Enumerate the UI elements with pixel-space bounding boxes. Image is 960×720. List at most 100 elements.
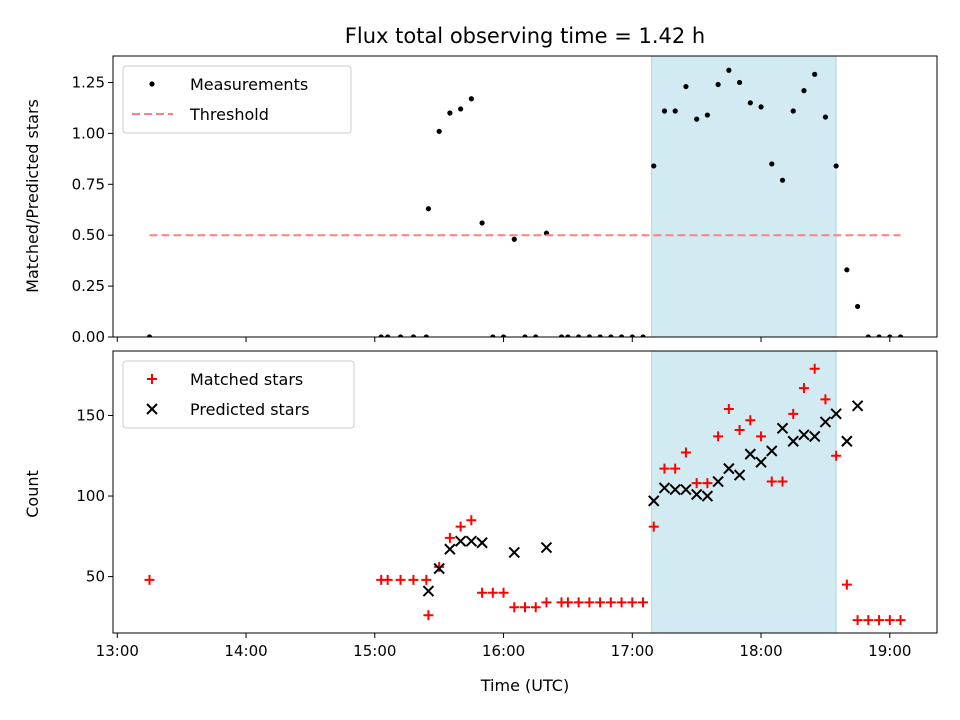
legend-label: Predicted stars (190, 400, 310, 419)
predicted-stars-point (755, 456, 767, 468)
measurement-point (790, 108, 796, 114)
measurement-point (897, 334, 904, 337)
matched-stars-point (530, 602, 541, 613)
measurement-point (425, 206, 432, 212)
matched-stars-point (455, 521, 466, 532)
figure-title: Flux total observing time = 1.42 h (345, 24, 705, 48)
measurement-point (146, 334, 153, 337)
matched-stars-point (884, 615, 895, 626)
predicted-stars-point (787, 435, 799, 447)
measurement-point (661, 108, 668, 114)
bottom-highlight-span (651, 350, 837, 634)
bottom-axes-frame (112, 350, 938, 634)
measurement-point (458, 106, 464, 112)
bottom-y-tick-label: 150 (76, 406, 105, 424)
predicted-stars-point (819, 416, 832, 428)
matched-stars-point (756, 431, 767, 442)
matched-stars-point (659, 463, 670, 474)
measurement-point (769, 161, 775, 167)
x-tick-label: 14:00 (224, 642, 267, 660)
matched-stars-point (573, 597, 584, 608)
matched-stars-point (382, 574, 393, 585)
matched-stars-point (895, 615, 906, 626)
bottom-y-axis-label: Count (23, 470, 42, 518)
matched-stars-point (616, 597, 627, 608)
predicted-stars-point (690, 488, 703, 501)
predicted-stars-point (841, 435, 853, 447)
matched-stars-point (863, 615, 874, 626)
top-highlight-span (651, 55, 837, 338)
measurement-point (468, 96, 474, 102)
predicted-stars-point (465, 535, 478, 547)
matched-stars-point (670, 463, 681, 474)
predicted-stars-point (723, 462, 735, 475)
matched-stars-point (562, 597, 573, 608)
measurement-point (565, 334, 571, 337)
predicted-stars-point (776, 422, 789, 435)
measurement-point (694, 116, 700, 122)
predicted-stars-point (508, 546, 520, 559)
measurement-point (758, 104, 764, 110)
measurement-point (436, 128, 442, 134)
top-data-layer (146, 67, 904, 337)
measurement-point (876, 334, 882, 337)
measurement-point (822, 114, 829, 120)
measurement-point (640, 334, 646, 337)
matched-stars-point (852, 615, 863, 626)
matched-stars-point (745, 415, 756, 426)
x-tick-label: 18:00 (739, 642, 782, 660)
measurement-point (558, 334, 565, 337)
top-y-tick-label: 0.25 (72, 277, 105, 295)
measurement-point (533, 334, 539, 337)
predicted-stars-point (701, 490, 714, 502)
matched-stars-point (584, 597, 595, 608)
predicted-stars-point (658, 482, 671, 494)
matched-stars-point (680, 447, 691, 458)
measurement-point (833, 163, 839, 169)
predicted-stars-point (669, 483, 681, 496)
matched-stars-point (648, 521, 659, 532)
bottom-panel-counts: Count 50 100 150 13:00 14:00 15:00 16:00 17:00 1… (23, 350, 938, 660)
matched-stars-point (144, 574, 155, 585)
x-axis-label: Time (UTC) (480, 676, 569, 695)
matched-stars-point (713, 431, 724, 442)
legend-matched-marker (147, 374, 157, 384)
top-axes-frame (112, 55, 938, 338)
predicted-stars-point (648, 495, 660, 507)
matched-stars-point (734, 424, 745, 435)
matched-stars-point (605, 597, 616, 608)
bottom-y-tick-label: 50 (86, 568, 105, 586)
matched-stars-point (809, 363, 820, 374)
matched-stars-point (520, 602, 530, 613)
matched-stars-point (766, 476, 777, 487)
measurement-point (618, 334, 625, 337)
top-legend (122, 65, 352, 134)
measurement-point (747, 100, 753, 106)
bottom-legend (122, 360, 355, 429)
measurement-point (511, 236, 517, 242)
measurement-point (651, 163, 657, 169)
measurement-point (715, 81, 721, 88)
matched-stars-point (395, 574, 406, 585)
predicted-stars-point (433, 562, 445, 575)
legend-label: Threshold (189, 105, 269, 124)
matched-stars-point (487, 587, 498, 598)
matched-stars-point (638, 597, 649, 608)
matched-stars-point (820, 394, 831, 405)
measurement-point (844, 267, 850, 273)
predicted-stars-point (766, 445, 778, 457)
matched-stars-point (595, 597, 606, 608)
measurement-point (812, 71, 818, 77)
matched-stars-point (509, 602, 520, 613)
measurement-point (479, 220, 485, 226)
predicted-stars-point (540, 541, 553, 554)
measurement-point (801, 88, 807, 94)
measurement-point (522, 334, 528, 337)
measurement-point (629, 334, 635, 337)
x-tick-label: 15:00 (353, 642, 396, 660)
matched-stars-point (723, 404, 734, 415)
measurement-point (410, 334, 417, 337)
predicted-stars-point (422, 585, 435, 597)
top-y-tick-label: 0.00 (72, 328, 105, 346)
predicted-stars-point (808, 430, 821, 443)
